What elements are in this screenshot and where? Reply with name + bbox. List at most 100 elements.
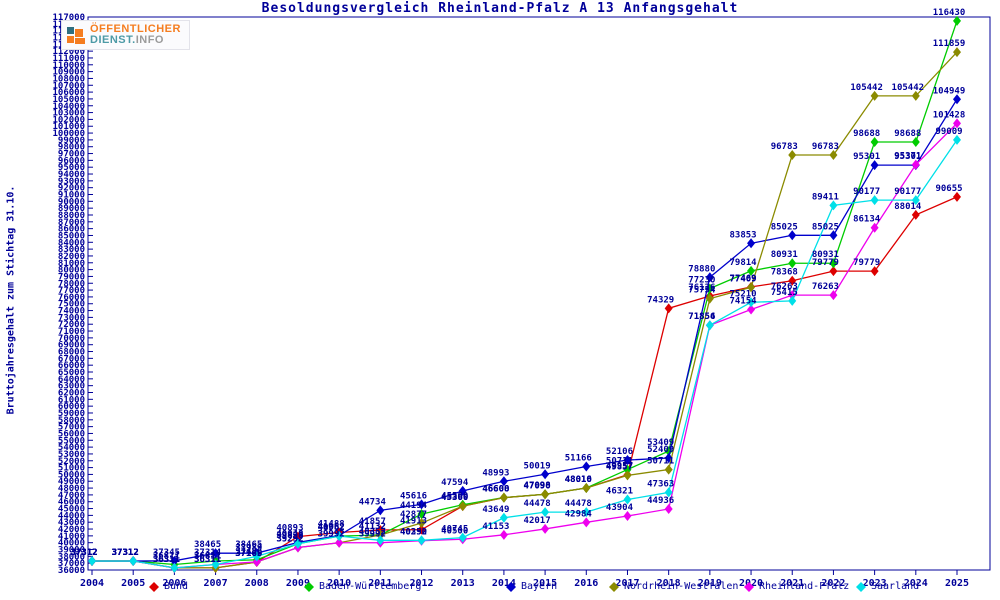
data-point-marker (870, 160, 879, 171)
x-tick-label: 2025 (945, 578, 969, 589)
data-point-label: 46608 (482, 485, 509, 495)
data-point-marker (747, 238, 756, 249)
data-point-label: 37165 (235, 549, 262, 559)
data-point-label: 37486 (235, 547, 262, 557)
data-point-marker (170, 562, 179, 573)
legend-item-Nordrhein-Westfalen: Nordrhein-Westfalen (608, 581, 738, 592)
x-tick-label: 2008 (245, 578, 269, 589)
data-point-label: 78880 (688, 264, 715, 274)
data-point-label: 79779 (853, 258, 880, 268)
y-tick-label: 59000 (58, 409, 85, 419)
data-point-label: 96783 (771, 142, 798, 152)
data-point-label: 39992 (318, 530, 345, 540)
data-point-marker (664, 503, 673, 514)
series-Saarland (88, 134, 961, 573)
data-point-label: 36311 (194, 555, 221, 565)
data-point-label: 41913 (400, 517, 427, 527)
y-tick-label: 87000 (58, 218, 85, 228)
x-tick-label: 2020 (739, 578, 763, 589)
data-point-label: 75415 (771, 288, 798, 298)
legend-label: Bayern (521, 581, 558, 592)
data-point-label: 52106 (606, 447, 633, 457)
data-point-label: 47098 (524, 481, 551, 491)
y-tick-label: 77000 (58, 286, 85, 296)
data-point-label: 50019 (524, 461, 551, 471)
data-point-marker (747, 282, 756, 293)
data-point-marker (747, 297, 756, 308)
data-point-label: 43649 (482, 505, 509, 515)
data-point-label: 37165 (235, 549, 262, 559)
y-axis-title: Bruttojahresgehalt zum Stichtag 31.10. (5, 185, 17, 415)
data-point-label: 46600 (482, 485, 509, 495)
y-tick-label: 42000 (58, 525, 85, 535)
data-point-label: 40352 (359, 527, 386, 537)
legend-item-Rheinland-Pfalz: Rheinland-Pfalz (743, 581, 849, 592)
x-tick-label: 2013 (451, 578, 475, 589)
y-tick-label: 106000 (52, 88, 85, 98)
data-point-label: 45616 (400, 491, 427, 501)
data-point-marker (129, 556, 138, 567)
data-point-label: 42017 (524, 516, 551, 526)
legend-marker-icon (856, 582, 866, 592)
data-point-marker (582, 483, 591, 494)
y-tick-label: 71000 (58, 327, 85, 337)
data-point-label: 48993 (482, 468, 509, 478)
x-tick-label: 2023 (863, 578, 887, 589)
data-point-label: 46321 (606, 487, 633, 497)
data-point-label: 90177 (853, 187, 880, 197)
data-point-label: 75754 (688, 286, 716, 296)
y-tick-label: 80000 (58, 266, 85, 276)
data-point-label: 41132 (359, 522, 386, 532)
y-tick-label: 78000 (58, 279, 85, 289)
y-tick-label: 79000 (58, 272, 85, 282)
data-point-label: 40893 (276, 524, 303, 534)
data-point-marker (499, 476, 508, 487)
legend-label: Rheinland-Pfalz (759, 581, 850, 592)
data-point-marker (499, 492, 508, 503)
y-tick-label: 69000 (58, 341, 85, 351)
data-point-label: 36311 (153, 555, 180, 565)
legend-marker-icon (506, 582, 516, 592)
y-tick-label: 50000 (58, 470, 85, 480)
data-point-label: 37312 (70, 548, 97, 558)
data-point-label: 37345 (153, 548, 180, 558)
data-point-marker (458, 501, 467, 512)
data-point-label: 49957 (606, 462, 633, 472)
data-point-marker (252, 556, 261, 567)
data-point-label: 50711 (647, 457, 674, 467)
y-tick-label: 81000 (58, 259, 85, 269)
data-point-marker (911, 195, 920, 206)
data-point-label: 44194 (400, 501, 428, 511)
series-line-Rheinland-Pfalz (92, 122, 958, 569)
data-point-label: 36811 (194, 551, 221, 561)
data-point-marker (623, 455, 632, 466)
data-point-marker (252, 551, 261, 562)
data-point-label: 48010 (565, 475, 592, 485)
data-point-label: 74154 (730, 297, 758, 307)
oeffentlicher-dienst-info-logo[interactable]: ÖFFENTLICHER DIENST.INFO (61, 20, 190, 50)
data-point-marker (541, 489, 550, 500)
x-tick-label: 2022 (821, 578, 845, 589)
legend-label: Saarland (871, 581, 920, 592)
data-point-label: 37312 (112, 548, 139, 558)
data-point-label: 47594 (441, 478, 469, 488)
data-point-marker (417, 518, 426, 529)
data-point-label: 90655 (935, 184, 962, 194)
y-tick-label: 56000 (58, 429, 85, 439)
x-tick-label: 2024 (904, 578, 928, 589)
data-point-marker (705, 272, 714, 283)
data-point-marker (582, 517, 591, 528)
y-tick-label: 52000 (58, 457, 85, 467)
y-tick-label: 67000 (58, 354, 85, 364)
series-labels-Bund: 37312 37312 36311 36311 37165 40893 41488 41857… (70, 184, 962, 565)
data-point-marker (788, 275, 797, 286)
data-point-marker (911, 90, 920, 101)
data-point-marker (541, 469, 550, 480)
data-point-marker (953, 191, 961, 202)
y-tick-label: 108000 (52, 74, 85, 84)
data-point-marker (499, 512, 508, 523)
data-point-label: 48016 (565, 475, 592, 485)
legend-label: Baden-Württemberg (319, 581, 422, 592)
y-tick-label: 39000 (58, 546, 85, 556)
